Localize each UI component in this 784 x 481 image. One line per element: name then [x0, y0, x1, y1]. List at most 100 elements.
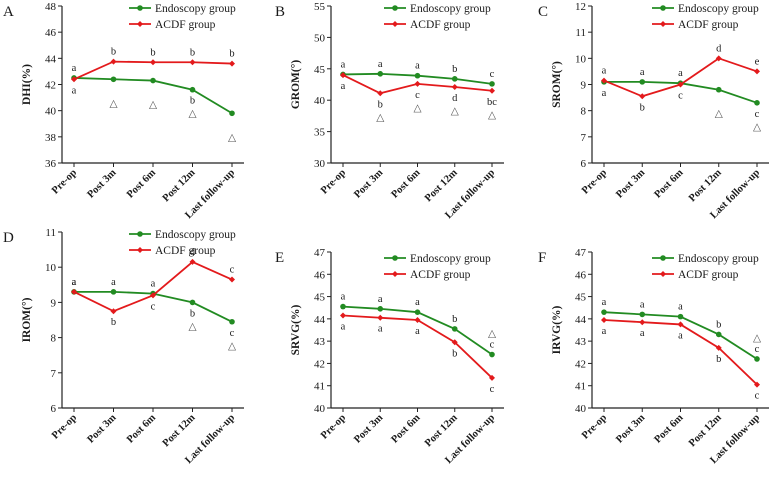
legend-marker-acdf	[137, 247, 143, 253]
y-tick-label: 12	[575, 1, 586, 13]
x-tick-label: Post 12m	[423, 412, 460, 449]
significance-letter: a	[640, 67, 645, 78]
legend-marker-endoscopy	[660, 5, 666, 11]
legend-label-endoscopy: Endoscopy group	[678, 3, 759, 15]
significance-letter: a	[602, 66, 607, 77]
significance-letter: b	[452, 64, 457, 75]
data-point-endoscopy	[189, 86, 196, 93]
x-tick-label: Post 6m	[125, 412, 158, 445]
y-tick-label: 6	[51, 403, 57, 415]
significance-letter: a	[72, 277, 77, 288]
legend: Endoscopy group ACDF group	[129, 3, 236, 31]
significance-letter: a	[341, 322, 346, 333]
data-point-acdf	[677, 321, 684, 328]
series-line-acdf	[342, 314, 493, 379]
significance-letter: a	[678, 302, 683, 313]
x-tick-label: Post 6m	[652, 167, 685, 200]
significance-letter: a	[415, 297, 420, 308]
legend-marker-endoscopy	[660, 255, 666, 261]
legend-label-endoscopy: Endoscopy group	[410, 253, 491, 265]
significance-letter: b	[716, 319, 721, 330]
legend-marker-endoscopy	[392, 255, 398, 261]
x-tick-label: Post 3m	[352, 167, 385, 200]
x-tick-label: Pre-op	[50, 167, 79, 196]
triangle-marker: △	[488, 329, 497, 340]
legend: Endoscopy group ACDF group	[384, 3, 491, 31]
x-tick-label: Post 3m	[614, 167, 647, 200]
y-axis-title: SROM(°)	[551, 61, 563, 108]
data-point-acdf	[340, 312, 346, 319]
legend-marker-acdf	[137, 21, 143, 27]
significance-letter: bc	[487, 97, 497, 108]
significance-letter: d	[452, 93, 458, 104]
significance-letter: a	[111, 277, 116, 288]
y-axis-title: GROM(°)	[290, 60, 302, 109]
significance-letter: a	[341, 292, 346, 303]
x-tick-label: Post 12m	[687, 167, 724, 204]
y-tick-label: 40	[314, 403, 326, 415]
y-tick-label: 48	[45, 1, 57, 13]
significance-letter: a	[602, 326, 607, 337]
data-point-acdf	[229, 60, 235, 67]
legend: Endoscopy group ACDF group	[652, 253, 759, 281]
significance-letter: a	[602, 297, 607, 308]
y-axis-title: IROM(°)	[21, 297, 33, 342]
data-point-endoscopy	[229, 318, 235, 325]
y-axis-title: IRVG(%)	[551, 305, 563, 354]
data-point-acdf	[489, 374, 495, 381]
y-tick-label: 11	[45, 227, 56, 239]
triangle-marker: △	[413, 103, 422, 114]
data-point-acdf	[229, 276, 235, 283]
y-tick-label: 11	[575, 27, 586, 39]
data-point-endoscopy	[110, 76, 117, 83]
data-point-endoscopy	[489, 81, 495, 87]
data-point-endoscopy	[754, 100, 760, 106]
x-tick-label: Post 3m	[85, 412, 118, 445]
significance-letter: b	[229, 49, 234, 60]
significance-letter: a	[415, 61, 420, 72]
legend-label-acdf: ACDF group	[678, 19, 739, 31]
significance-letter: a	[151, 279, 156, 290]
y-tick-label: 6	[581, 158, 587, 170]
significance-letter: a	[678, 330, 683, 341]
significance-letter: c	[755, 109, 760, 120]
data-point-acdf	[451, 339, 458, 346]
y-tick-label: 47	[575, 247, 587, 259]
legend-marker-acdf	[392, 21, 398, 27]
significance-letter: b	[640, 102, 645, 113]
data-point-acdf	[639, 319, 646, 326]
panel-letter: F	[538, 250, 546, 266]
data-point-endoscopy	[414, 72, 421, 79]
data-point-endoscopy	[189, 299, 196, 306]
y-tick-label: 42	[314, 358, 325, 370]
y-tick-label: 40	[314, 95, 326, 107]
significance-letter: c	[415, 90, 420, 101]
significance-letter: b	[378, 99, 383, 110]
y-tick-label: 44	[575, 314, 587, 326]
significance-letter: a	[72, 85, 77, 96]
significance-letter: a	[72, 63, 77, 74]
legend-marker-acdf	[660, 271, 666, 277]
triangle-marker: △	[188, 321, 197, 332]
significance-letter: a	[341, 81, 346, 92]
y-tick-label: 10	[575, 53, 587, 65]
legend: Endoscopy group ACDF group	[652, 3, 759, 31]
y-tick-label: 8	[581, 106, 587, 118]
x-tick-label: Post 6m	[125, 167, 158, 200]
legend-marker-endoscopy	[137, 5, 143, 11]
significance-letter: a	[378, 59, 383, 70]
data-point-endoscopy	[754, 356, 760, 362]
data-point-endoscopy	[110, 289, 117, 295]
data-point-endoscopy	[377, 306, 384, 312]
legend-marker-acdf	[660, 21, 666, 27]
significance-letter: b	[452, 314, 457, 325]
y-tick-label: 45	[314, 292, 326, 304]
y-tick-label: 8	[51, 333, 57, 345]
triangle-marker: △	[228, 132, 237, 143]
panel-letter: A	[3, 4, 14, 20]
data-point-acdf	[71, 288, 77, 295]
data-point-acdf	[414, 316, 421, 323]
data-point-acdf	[377, 90, 384, 97]
legend-marker-endoscopy	[392, 5, 398, 11]
legend: Endoscopy group ACDF group	[129, 229, 236, 257]
